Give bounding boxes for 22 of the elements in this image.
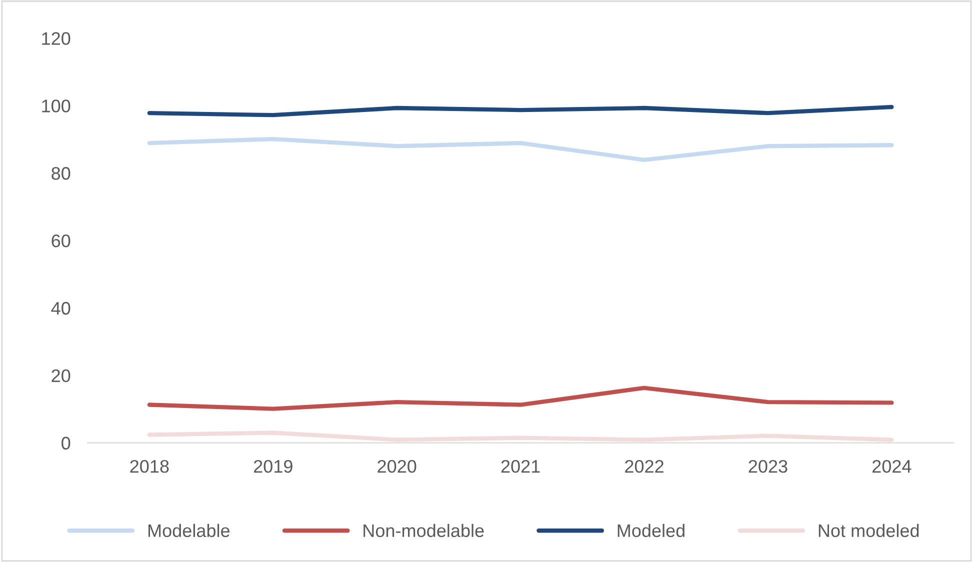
x-tick-label: 2024 [872,460,912,473]
legend-label: Modeled [618,524,684,538]
y-tick-label: 80 [52,167,70,180]
x-tick-label: 2020 [378,460,416,473]
line-series [147,136,894,162]
y-tick-label: 40 [51,302,70,315]
line-series [147,104,894,118]
line-series [147,430,894,442]
legend-label: Not modeled [818,524,919,538]
y-tick-label: 0 [62,436,70,450]
line-series [147,386,894,411]
y-tick-label: 120 [42,32,70,45]
y-tick-label: 60 [52,234,70,248]
x-tick-label: 2023 [748,460,788,473]
x-tick-label: 2021 [501,460,540,473]
y-tick-label: 20 [52,369,70,382]
legend-label: Modelable [148,524,230,538]
legend-label: Non-modelable [364,524,484,538]
y-tick-label: 100 [42,100,70,112]
x-tick-label: 2018 [130,460,169,473]
x-tick-label: 2019 [254,460,292,473]
x-tick-label: 2022 [625,460,664,473]
